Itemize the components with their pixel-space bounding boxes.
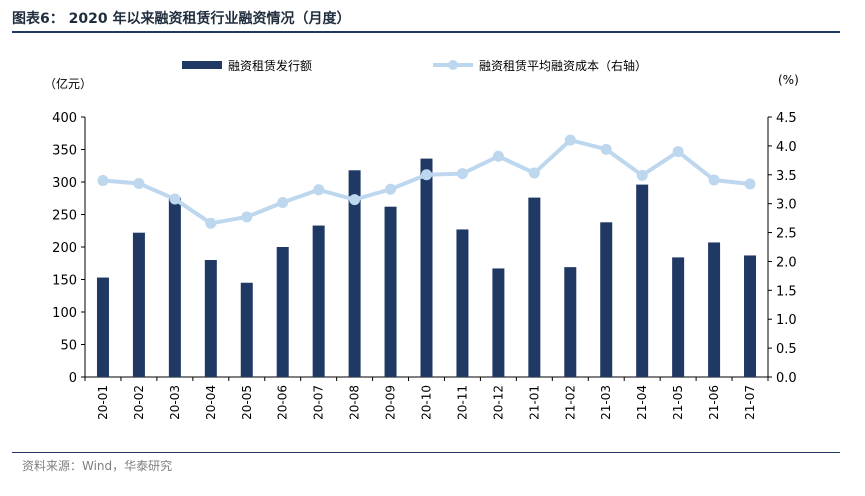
x-tick-label: 20-05 bbox=[240, 385, 254, 420]
x-tick-label: 20-06 bbox=[276, 385, 290, 420]
bar bbox=[564, 267, 577, 377]
x-tick-label: 21-02 bbox=[563, 385, 577, 420]
bar bbox=[96, 277, 109, 377]
cost-point bbox=[241, 211, 253, 223]
y-right-tick-label: 0.0 bbox=[776, 371, 797, 386]
bar bbox=[204, 260, 217, 377]
y-right-tick-label: 2.0 bbox=[776, 255, 797, 270]
legend-bar-swatch bbox=[182, 61, 222, 69]
x-tick-label: 20-03 bbox=[168, 385, 182, 420]
bar bbox=[456, 229, 469, 377]
cost-point bbox=[528, 167, 540, 179]
x-tick-label: 21-04 bbox=[635, 385, 649, 420]
x-tick-label: 21-05 bbox=[671, 385, 685, 420]
bar bbox=[492, 268, 505, 377]
cost-point bbox=[636, 169, 648, 181]
title-rule bbox=[12, 31, 840, 33]
x-tick-label: 20-09 bbox=[384, 385, 398, 420]
bar bbox=[744, 255, 757, 377]
x-tick-label: 20-10 bbox=[420, 385, 434, 420]
bar bbox=[600, 222, 613, 377]
y-left-tick-label: 350 bbox=[52, 144, 77, 159]
x-tick-label: 20-01 bbox=[96, 385, 110, 420]
cost-point bbox=[277, 197, 289, 209]
y-right-axis-label: (%) bbox=[778, 73, 799, 87]
bar bbox=[528, 197, 541, 377]
y-right-tick-label: 3.5 bbox=[776, 169, 797, 184]
x-tick-label: 20-02 bbox=[132, 385, 146, 420]
x-tick-label: 21-06 bbox=[707, 385, 721, 420]
x-tick-label: 21-01 bbox=[527, 385, 541, 420]
cost-point bbox=[313, 184, 325, 196]
bar bbox=[240, 282, 253, 377]
legend: 融资租赁发行额 融资租赁平均融资成本（右轴） bbox=[182, 58, 647, 73]
footer-rule bbox=[12, 452, 840, 453]
y-right-tick-label: 0.5 bbox=[776, 342, 797, 357]
legend-bar-label: 融资租赁发行额 bbox=[228, 58, 312, 73]
y-left-tick-label: 250 bbox=[52, 209, 77, 224]
x-tick-label: 21-07 bbox=[743, 385, 757, 420]
cost-point bbox=[672, 146, 684, 158]
y-left-tick-label: 400 bbox=[52, 111, 77, 126]
y-right-tick-label: 1.0 bbox=[776, 313, 797, 328]
plot-area: 0 50 100 150 200 250 300 350 400 0.0 0.5 1.0 1.5 2.0 2… bbox=[52, 111, 797, 420]
cost-point bbox=[492, 150, 504, 162]
bar bbox=[348, 170, 361, 377]
bar bbox=[672, 257, 685, 377]
bar bbox=[420, 158, 433, 377]
x-tick-label: 20-08 bbox=[348, 385, 362, 420]
bar bbox=[312, 225, 325, 377]
cost-point bbox=[421, 169, 432, 181]
y-right-tick-label: 4.5 bbox=[776, 111, 797, 126]
cost-point bbox=[169, 193, 181, 205]
bar bbox=[276, 247, 289, 377]
x-tick-label: 20-12 bbox=[491, 385, 505, 420]
source-note: 资料来源：Wind，华泰研究 bbox=[22, 459, 173, 473]
y-right-tick-label: 2.5 bbox=[776, 227, 797, 242]
cost-point bbox=[385, 183, 397, 195]
cost-point bbox=[133, 177, 145, 189]
cost-point bbox=[456, 168, 468, 180]
cost-point bbox=[97, 175, 109, 187]
bar bbox=[384, 206, 397, 377]
bar bbox=[636, 184, 649, 377]
y-left-tick-label: 50 bbox=[60, 339, 77, 354]
y-right-tick-label: 4.0 bbox=[776, 140, 797, 155]
x-tick-label: 20-07 bbox=[312, 385, 326, 420]
y-left-tick-label: 150 bbox=[52, 274, 77, 289]
y-left-tick-label: 100 bbox=[52, 306, 77, 321]
cost-point bbox=[564, 134, 576, 146]
x-tick-label: 21-03 bbox=[599, 385, 613, 420]
bar bbox=[168, 197, 181, 377]
cost-point bbox=[600, 143, 612, 155]
x-tick-label: 20-04 bbox=[204, 385, 218, 420]
cost-point bbox=[205, 217, 217, 229]
bar bbox=[132, 232, 145, 377]
cost-point bbox=[744, 178, 756, 190]
legend-line-marker bbox=[448, 60, 458, 70]
y-left-axis-label: （亿元） bbox=[44, 76, 92, 91]
cost-point bbox=[708, 174, 720, 186]
x-tick-label: 20-11 bbox=[455, 385, 469, 420]
y-left-tick-label: 300 bbox=[52, 176, 77, 191]
legend-line-label: 融资租赁平均融资成本（右轴） bbox=[479, 58, 647, 73]
figure-title: 图表6： 2020 年以来融资租赁行业融资情况（月度） bbox=[12, 11, 351, 27]
y-right-tick-label: 1.5 bbox=[776, 284, 797, 299]
y-left-tick-label: 0 bbox=[69, 371, 77, 386]
bar bbox=[708, 242, 721, 377]
cost-point bbox=[349, 194, 361, 206]
y-right-tick-label: 3.0 bbox=[776, 198, 797, 213]
y-left-tick-label: 200 bbox=[52, 241, 77, 256]
